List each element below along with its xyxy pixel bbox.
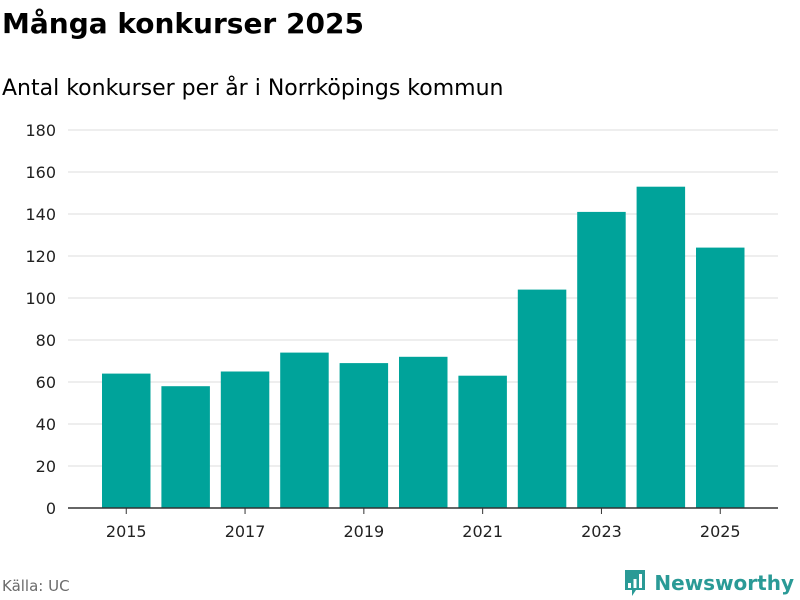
bar-2021 <box>458 375 507 508</box>
y-tick-label: 100 <box>25 289 56 308</box>
bar-2019 <box>339 363 389 508</box>
chart-title: Många konkurser 2025 <box>2 7 364 40</box>
y-tick-label: 80 <box>36 331 56 350</box>
bar-2018 <box>280 352 329 508</box>
x-axis-tick-labels: 2015 2017 2019 2021 2023 2025 <box>106 508 741 541</box>
y-tick-label: 120 <box>25 247 56 266</box>
x-tick-label: 2017 <box>225 522 266 541</box>
y-tick-label: 40 <box>36 415 56 434</box>
x-tick-label: 2021 <box>462 522 503 541</box>
x-tick-label: 2015 <box>106 522 147 541</box>
y-tick-label: 60 <box>36 373 56 392</box>
x-tick-label: 2025 <box>700 522 741 541</box>
bar-2017 <box>220 371 270 508</box>
bar-2024 <box>636 186 686 508</box>
y-tick-label: 140 <box>25 205 56 224</box>
y-tick-label: 160 <box>25 163 56 182</box>
y-tick-label: 0 <box>46 499 56 518</box>
x-tick-label: 2023 <box>581 522 622 541</box>
brand-name: Newsworthy <box>654 571 794 595</box>
y-tick-label: 180 <box>25 121 56 140</box>
bar-2016 <box>161 386 210 508</box>
bar-2023 <box>577 211 626 508</box>
newsworthy-logo: Newsworthy <box>623 568 794 598</box>
bars <box>102 186 745 508</box>
source-note: Källa: UC <box>2 577 70 595</box>
newsworthy-logo-icon <box>625 570 646 596</box>
y-axis-tick-labels: 0 20 40 60 80 100 120 140 160 180 <box>25 121 56 518</box>
y-tick-label: 20 <box>36 457 56 476</box>
chart-subtitle: Antal konkurser per år i Norrköpings kom… <box>2 76 504 101</box>
bar-2015 <box>102 373 151 508</box>
bar-2025 <box>696 247 745 508</box>
x-tick-label: 2019 <box>343 522 384 541</box>
bar-2022 <box>517 289 567 508</box>
bar-2020 <box>399 356 448 508</box>
